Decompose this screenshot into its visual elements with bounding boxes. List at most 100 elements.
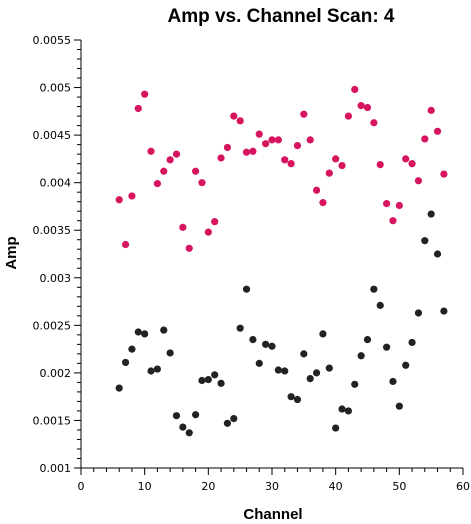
data-point — [395, 402, 403, 410]
data-point — [223, 143, 232, 152]
data-point — [370, 285, 378, 293]
data-point — [383, 343, 391, 351]
data-point — [325, 364, 333, 372]
data-point — [160, 167, 168, 175]
data-point — [440, 307, 448, 315]
data-point — [262, 140, 270, 148]
data-point — [242, 285, 251, 293]
data-point — [172, 150, 181, 158]
data-point — [141, 90, 149, 98]
data-point — [300, 110, 308, 118]
data-point — [192, 167, 200, 175]
data-point — [344, 112, 352, 120]
data-point — [338, 161, 346, 170]
data-point — [319, 199, 327, 207]
y-tick-label: 0.001 — [40, 462, 72, 475]
data-point — [268, 342, 276, 350]
y-tick-label: 0.005 — [40, 82, 72, 95]
data-point — [217, 154, 225, 162]
data-point — [236, 324, 244, 332]
data-point — [427, 210, 435, 218]
data-point — [402, 155, 410, 163]
data-point — [274, 136, 282, 144]
data-point — [115, 196, 123, 204]
data-point — [230, 112, 238, 120]
data-point — [376, 301, 384, 309]
data-point — [408, 160, 416, 168]
data-point — [421, 135, 429, 143]
data-point — [185, 244, 193, 252]
data-points — [115, 85, 448, 437]
data-point — [134, 328, 142, 336]
y-tick-label: 0.0015 — [33, 414, 72, 427]
x-tick-label: 0 — [78, 480, 85, 493]
data-point — [300, 350, 308, 358]
data-point — [293, 395, 302, 404]
data-point — [338, 405, 346, 413]
data-point — [357, 102, 365, 110]
data-point — [325, 169, 333, 177]
data-point — [204, 228, 212, 236]
data-point — [395, 201, 403, 210]
data-point — [389, 377, 397, 386]
data-point — [414, 177, 423, 185]
data-point — [319, 330, 327, 338]
data-point — [223, 419, 232, 427]
data-point — [236, 117, 244, 125]
data-point — [134, 104, 142, 113]
y-axis-label: Amp — [3, 236, 20, 269]
data-point — [402, 361, 410, 369]
chart-title: Amp vs. Channel Scan: 4 — [167, 6, 394, 27]
data-point — [211, 218, 219, 226]
data-point — [306, 374, 314, 383]
data-point — [147, 367, 155, 375]
data-point — [421, 237, 429, 245]
data-point — [293, 141, 302, 150]
data-point — [427, 106, 435, 114]
data-point — [115, 384, 123, 392]
data-point — [389, 217, 397, 225]
data-point — [198, 376, 206, 385]
data-point — [179, 223, 187, 231]
x-tick-label: 30 — [265, 480, 279, 493]
data-point — [172, 412, 181, 420]
data-point — [376, 160, 384, 169]
data-point — [344, 407, 352, 415]
data-point — [166, 349, 174, 357]
data-point — [383, 199, 391, 208]
data-point — [351, 85, 359, 94]
x-tick-label: 40 — [329, 480, 343, 493]
data-point — [281, 367, 289, 375]
data-point — [128, 192, 136, 200]
data-point — [204, 375, 212, 384]
data-point — [433, 127, 442, 135]
data-point — [198, 179, 206, 187]
data-point — [363, 103, 372, 112]
data-point — [249, 336, 257, 344]
data-point — [153, 180, 161, 188]
data-point — [249, 147, 257, 155]
data-point — [262, 340, 270, 348]
data-point — [217, 379, 225, 387]
data-point — [433, 250, 442, 258]
y-tick-label: 0.002 — [40, 367, 72, 380]
y-tick-label: 0.004 — [40, 177, 72, 190]
data-point — [332, 155, 340, 163]
data-point — [192, 411, 200, 419]
y-tick-label: 0.0035 — [33, 224, 72, 237]
data-point — [147, 147, 155, 155]
data-point — [141, 330, 149, 338]
data-point — [121, 240, 130, 249]
data-point — [312, 186, 321, 194]
y-tick-label: 0.0045 — [33, 129, 72, 142]
data-point — [255, 130, 263, 138]
y-tick-label: 0.003 — [40, 272, 72, 285]
data-point — [363, 336, 372, 344]
data-point — [211, 371, 219, 379]
data-point — [160, 326, 168, 334]
data-point — [370, 119, 378, 127]
axis-ticks: 0 10 20 30 40 50 60 0.001 0.0015 0.002 0.0025 0.003… — [33, 34, 471, 493]
data-point — [312, 369, 321, 377]
data-point — [357, 352, 365, 360]
